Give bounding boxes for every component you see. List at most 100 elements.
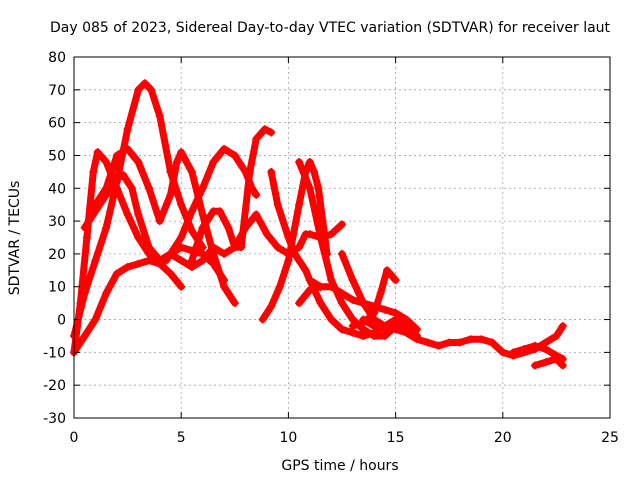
data-point xyxy=(119,171,128,180)
series-track-17 xyxy=(530,354,567,370)
data-point xyxy=(220,249,229,258)
data-point xyxy=(140,79,149,88)
series-line xyxy=(295,158,400,340)
data-point xyxy=(445,338,454,347)
data-point xyxy=(295,158,304,167)
data-point xyxy=(112,174,121,183)
data-point xyxy=(338,325,346,334)
data-point xyxy=(370,308,379,317)
x-tick-labels: 0 5 10 15 20 25 xyxy=(70,57,619,446)
data-point xyxy=(541,358,550,367)
data-point xyxy=(177,200,186,209)
data-point xyxy=(305,184,314,193)
data-point xyxy=(187,226,196,235)
x-tick-label: 5 xyxy=(177,430,186,446)
data-point xyxy=(295,299,304,308)
data-point xyxy=(91,200,100,209)
data-point xyxy=(267,128,276,137)
data-point xyxy=(198,223,207,232)
data-point xyxy=(177,256,186,265)
y-tick-label: 20 xyxy=(48,247,66,263)
data-point xyxy=(359,299,368,308)
data-point xyxy=(258,315,267,324)
y-tick-label: 0 xyxy=(57,313,66,329)
data-point xyxy=(252,135,261,144)
data-point xyxy=(520,345,529,354)
data-point xyxy=(134,85,143,94)
data-point xyxy=(402,328,411,337)
x-tick-label: 20 xyxy=(494,430,512,446)
data-point xyxy=(310,167,319,176)
data-point xyxy=(166,249,175,258)
data-point xyxy=(558,322,567,331)
data-point xyxy=(177,282,186,291)
data-point xyxy=(82,233,91,242)
data-point xyxy=(359,315,368,324)
data-point xyxy=(102,184,111,193)
data-point xyxy=(134,210,143,219)
data-point xyxy=(305,158,314,167)
series-line xyxy=(70,79,207,340)
data-point xyxy=(498,348,507,357)
data-point xyxy=(316,299,325,308)
data-point xyxy=(509,348,518,357)
data-point xyxy=(177,233,186,242)
data-point xyxy=(155,112,164,121)
data-point xyxy=(123,263,132,272)
data-point xyxy=(273,200,282,209)
data-point xyxy=(348,295,357,304)
y-tick-label: 80 xyxy=(48,50,66,66)
data-point xyxy=(260,125,269,134)
data-point xyxy=(93,148,102,157)
data-point xyxy=(434,341,443,350)
data-point xyxy=(338,220,346,229)
data-point xyxy=(252,210,261,219)
series-track-5 xyxy=(91,144,239,308)
y-tick-label: 40 xyxy=(48,181,66,197)
data-point xyxy=(423,338,432,347)
data-point xyxy=(541,345,550,354)
data-point xyxy=(230,151,239,160)
data-point xyxy=(338,249,346,258)
data-point xyxy=(391,276,400,285)
data-point xyxy=(262,230,271,239)
data-point xyxy=(455,338,464,347)
data-point xyxy=(172,158,181,167)
data-point xyxy=(359,331,368,340)
data-point xyxy=(220,144,229,153)
data-point xyxy=(123,125,132,134)
data-point xyxy=(267,302,276,311)
data-point xyxy=(295,200,304,209)
data-point xyxy=(383,266,392,275)
data-point xyxy=(91,315,100,324)
data-point xyxy=(413,335,422,344)
data-point xyxy=(327,276,336,285)
data-point xyxy=(112,269,121,278)
plot-frame xyxy=(73,56,611,419)
data-point xyxy=(102,289,111,298)
data-point xyxy=(155,217,164,226)
y-tick-label: 70 xyxy=(48,83,66,99)
data-point xyxy=(123,144,132,153)
data-point xyxy=(380,305,389,314)
data-point xyxy=(305,230,314,239)
data-point xyxy=(187,167,196,176)
x-tick-label: 10 xyxy=(279,430,297,446)
data-point xyxy=(187,207,196,216)
data-point xyxy=(134,259,143,268)
y-tick-label: 10 xyxy=(48,280,66,296)
series-layer xyxy=(70,79,567,370)
data-point xyxy=(80,331,89,340)
data-point xyxy=(155,259,164,268)
data-point xyxy=(295,243,304,252)
data-point xyxy=(102,158,111,167)
data-point xyxy=(530,341,539,350)
data-point xyxy=(305,276,314,285)
data-point xyxy=(370,322,379,331)
data-point xyxy=(338,299,346,308)
data-point xyxy=(224,223,233,232)
series-track-4 xyxy=(70,144,261,357)
data-point xyxy=(267,167,276,176)
